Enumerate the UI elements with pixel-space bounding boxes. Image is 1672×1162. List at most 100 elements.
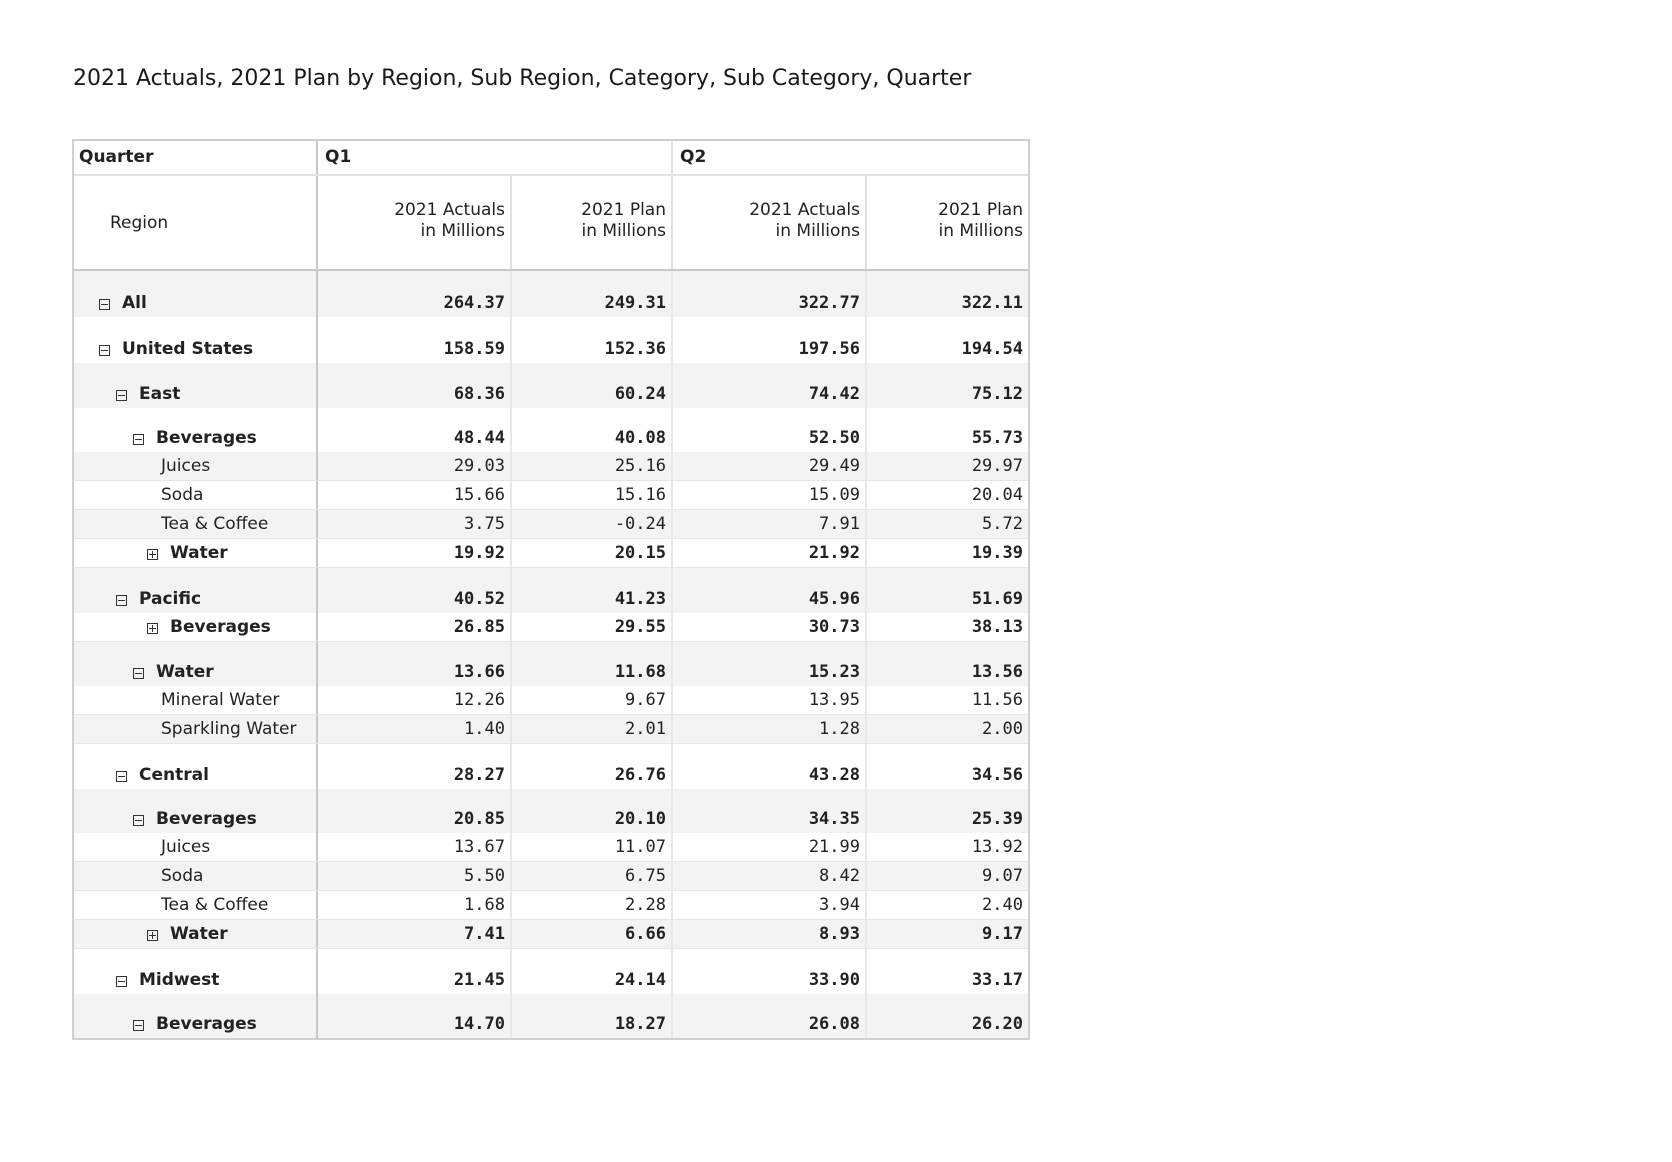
table-row: Beverages 48.44 40.08 52.50 55.73	[74, 408, 1028, 452]
q1-actuals-cell: 15.66	[318, 481, 512, 509]
q2-plan-cell: 34.56	[971, 765, 1023, 785]
measure-header-q1-plan[interactable]: 2021 Plan in Millions	[512, 176, 673, 269]
q2-actuals-cell: 29.49	[673, 452, 867, 480]
q1-actuals-cell: 13.67	[318, 833, 512, 861]
table-row: Water 19.92 20.15 21.92 19.39	[74, 539, 1028, 568]
q2-plan-cell: 322.11	[961, 293, 1023, 313]
q2-plan-cell: 75.12	[971, 384, 1023, 404]
table-body: All 264.37 249.31 322.77 322.11 United States…	[74, 271, 1028, 1038]
row-header-cell: Tea & Coffee	[74, 891, 318, 919]
table-row: Mineral Water 12.26 9.67 13.95 11.56	[74, 686, 1028, 715]
expand-icon[interactable]	[147, 930, 158, 941]
table-row: Midwest 21.45 24.14 33.90 33.17	[74, 949, 1028, 994]
row-header-cell: Juices	[74, 833, 318, 861]
collapse-icon[interactable]	[116, 771, 127, 782]
q2-actuals-cell: 15.09	[673, 481, 867, 509]
q2-plan-cell: 9.07	[982, 866, 1023, 886]
row-label: Sparkling Water	[161, 719, 297, 739]
q1-plan-cell: 40.08	[512, 408, 673, 452]
table-row: All 264.37 249.31 322.77 322.11	[74, 271, 1028, 317]
row-label: Soda	[161, 866, 204, 886]
row-label: United States	[122, 339, 254, 359]
collapse-icon[interactable]	[133, 815, 144, 826]
row-label: All	[122, 293, 147, 313]
row-header-cell: Beverages	[74, 408, 318, 452]
q1-actuals-cell: 1.68	[318, 891, 512, 919]
q2-plan-cell: 13.56	[971, 662, 1023, 682]
q1-actuals-cell: 264.37	[318, 271, 512, 317]
q1-plan-cell: 25.16	[512, 452, 673, 480]
q1-actuals-cell: 19.92	[318, 539, 512, 567]
table-row: Beverages 26.85 29.55 30.73 38.13	[74, 613, 1028, 642]
q1-actuals-cell: 26.85	[318, 613, 512, 641]
measure-header-text: 2021 Plan in Millions	[581, 200, 666, 241]
q2-actuals-cell: 197.56	[673, 317, 867, 363]
measure-header-q1-actuals[interactable]: 2021 Actuals in Millions	[318, 176, 512, 269]
collapse-icon[interactable]	[116, 976, 127, 987]
q1-plan-cell: 24.14	[512, 949, 673, 994]
table-row: Soda 5.50 6.75 8.42 9.07	[74, 862, 1028, 891]
collapse-icon[interactable]	[133, 434, 144, 445]
row-label: Mineral Water	[161, 690, 280, 710]
table-row: Water 7.41 6.66 8.93 9.17	[74, 920, 1028, 949]
collapse-icon[interactable]	[116, 595, 127, 606]
row-label: East	[139, 384, 181, 404]
q2-plan-cell: 25.39	[971, 809, 1023, 829]
collapse-icon[interactable]	[99, 345, 110, 356]
q1-actuals-cell: 13.66	[318, 642, 512, 686]
q2-actuals-cell: 3.94	[673, 891, 867, 919]
collapse-icon[interactable]	[133, 668, 144, 679]
collapse-icon[interactable]	[99, 299, 110, 310]
expand-icon[interactable]	[147, 623, 158, 634]
q2-actuals-cell: 30.73	[673, 613, 867, 641]
table-row: Beverages 14.70 18.27 26.08 26.20	[74, 994, 1028, 1038]
table-row: Tea & Coffee 1.68 2.28 3.94 2.40	[74, 891, 1028, 920]
q2-plan-cell: 2.40	[982, 895, 1023, 915]
row-header-cell: East	[74, 363, 318, 408]
q2-actuals-cell: 322.77	[673, 271, 867, 317]
quarter-header-q2[interactable]: Q2	[680, 147, 707, 167]
row-header-cell: Soda	[74, 481, 318, 509]
collapse-icon[interactable]	[116, 390, 127, 401]
q1-plan-cell: 20.10	[512, 789, 673, 833]
q1-plan-cell: 6.75	[512, 862, 673, 890]
measure-header-q2-plan[interactable]: 2021 Plan in Millions	[867, 176, 1028, 269]
q2-actuals-cell: 7.91	[673, 510, 867, 538]
row-label: Tea & Coffee	[161, 514, 269, 534]
q1-plan-cell: 18.27	[512, 994, 673, 1038]
q2-plan-cell: 9.17	[982, 924, 1023, 944]
expand-icon[interactable]	[147, 549, 158, 560]
q1-plan-cell: 15.16	[512, 481, 673, 509]
q2-actuals-cell: 74.42	[673, 363, 867, 408]
region-header-label[interactable]: Region	[74, 176, 318, 269]
q1-plan-cell: 2.28	[512, 891, 673, 919]
q1-actuals-cell: 29.03	[318, 452, 512, 480]
table-row: Central 28.27 26.76 43.28 34.56	[74, 744, 1028, 789]
table-row: East 68.36 60.24 74.42 75.12	[74, 363, 1028, 408]
row-label: Midwest	[139, 970, 220, 990]
row-label: Beverages	[156, 809, 257, 829]
table-row: Water 13.66 11.68 15.23 13.56	[74, 642, 1028, 686]
row-header-cell: Tea & Coffee	[74, 510, 318, 538]
q2-actuals-cell: 33.90	[673, 949, 867, 994]
q1-plan-cell: 26.76	[512, 744, 673, 789]
q2-actuals-cell: 52.50	[673, 408, 867, 452]
row-header-cell: Water	[74, 539, 318, 567]
collapse-icon[interactable]	[133, 1020, 144, 1031]
q1-plan-cell: 249.31	[512, 271, 673, 317]
row-header-cell: Water	[74, 642, 318, 686]
measure-header-text: 2021 Actuals in Millions	[394, 200, 505, 241]
quarter-header-q1[interactable]: Q1	[318, 141, 673, 174]
row-header-cell: Soda	[74, 862, 318, 890]
row-label: Water	[170, 543, 228, 563]
q1-actuals-cell: 1.40	[318, 715, 512, 743]
q1-plan-cell: 11.07	[512, 833, 673, 861]
measure-header-q2-actuals[interactable]: 2021 Actuals in Millions	[673, 176, 867, 269]
q2-actuals-cell: 1.28	[673, 715, 867, 743]
q2-actuals-cell: 21.99	[673, 833, 867, 861]
q1-plan-cell: 6.66	[512, 920, 673, 948]
row-header-cell: Midwest	[74, 949, 318, 994]
row-label: Tea & Coffee	[161, 895, 269, 915]
q1-plan-cell: 29.55	[512, 613, 673, 641]
q1-actuals-cell: 5.50	[318, 862, 512, 890]
